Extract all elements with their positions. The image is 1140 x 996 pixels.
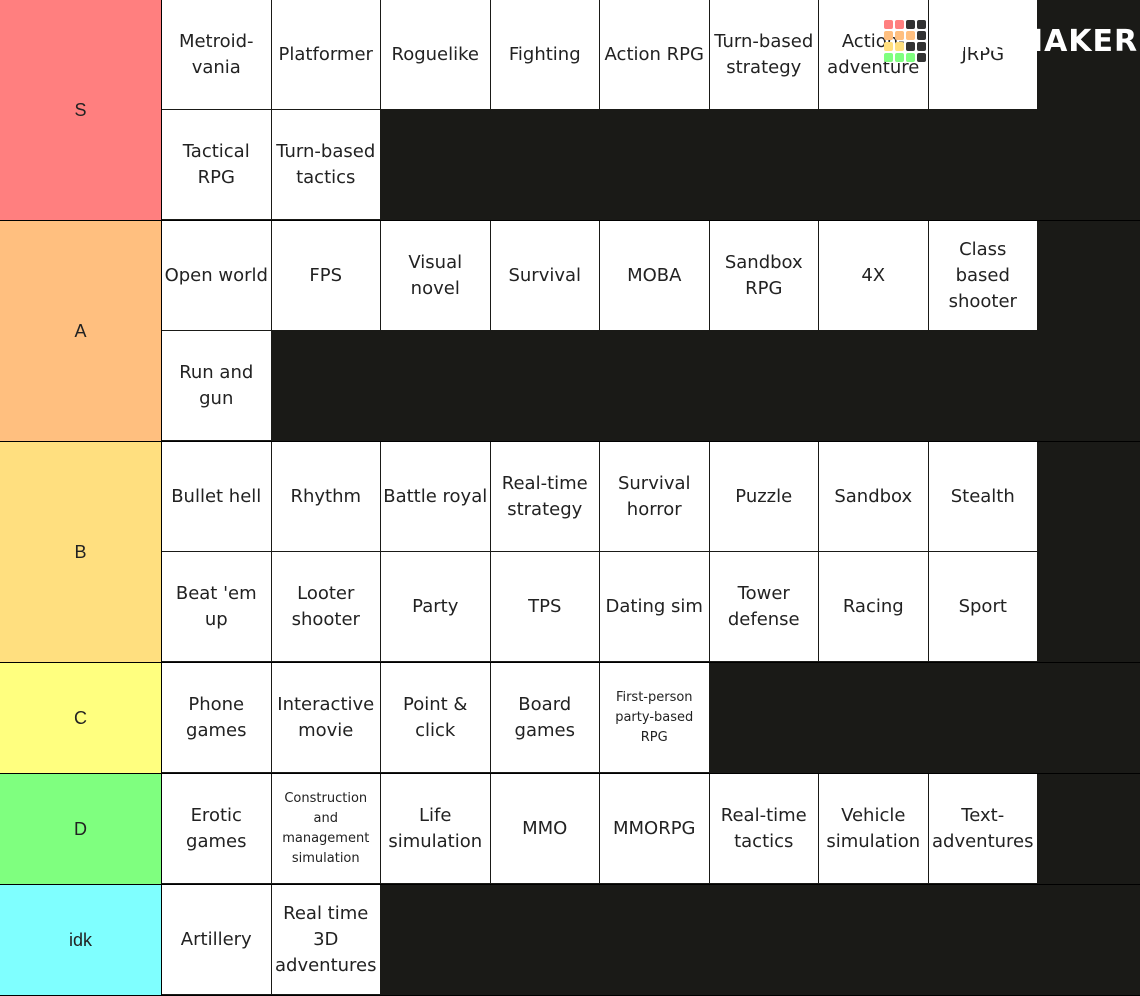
- tier-item: Dating sim: [600, 552, 709, 661]
- tier-item: Run and gun: [162, 331, 271, 440]
- tier-row: A Open world FPS Visual novel Survival MOBA Sa…: [0, 221, 1140, 442]
- tier-item: Beat 'em up: [162, 552, 271, 661]
- logo: TIERMAKER: [884, 20, 1138, 62]
- tier-item: Life simulation: [381, 774, 490, 883]
- tier-item: MMO: [490, 774, 599, 883]
- logo-text: TIERMAKER: [934, 23, 1139, 59]
- tier-item: FPS: [271, 221, 380, 330]
- tier-item: Survival horror: [600, 442, 709, 551]
- tier-item: Construction and management simulation: [271, 774, 380, 883]
- tier-label: C: [0, 663, 162, 773]
- tier-row: B Bullet hell Rhythm Battle royal Real-time …: [0, 442, 1140, 663]
- tier-item: Racing: [819, 552, 928, 661]
- tier-item: Puzzle: [709, 442, 818, 551]
- tier-item: Roguelike: [381, 0, 490, 109]
- tier-row: idk Artillery Real time 3D adventures: [0, 885, 1140, 996]
- logo-icon: [884, 20, 926, 62]
- tier-item: Bullet hell: [162, 442, 271, 551]
- tier-item: JRPG: [928, 0, 1037, 109]
- tier-item: Action RPG: [600, 0, 709, 109]
- tier-row: C Phone games Interactive movie Point & cli…: [0, 663, 1140, 774]
- tier-label: A: [0, 221, 162, 441]
- tier-item: Visual novel: [381, 221, 490, 330]
- tier-item: Tactical RPG: [162, 110, 271, 219]
- tier-item: Real-time strategy: [490, 442, 599, 551]
- tier-item: MMORPG: [600, 774, 709, 883]
- tier-item: First-person party-based RPG: [600, 663, 709, 772]
- tier-items: Artillery Real time 3D adventures: [162, 885, 1038, 995]
- tier-item: Fighting: [490, 0, 599, 109]
- tier-item: Erotic games: [162, 774, 271, 883]
- tier-item: Phone games: [162, 663, 271, 772]
- tier-item: Vehicle simulation: [819, 774, 928, 883]
- tier-item: Sandbox RPG: [709, 221, 818, 330]
- tier-label: B: [0, 442, 162, 662]
- tier-item: Tower defense: [709, 552, 818, 661]
- tier-item: Artillery: [162, 885, 271, 994]
- tier-item: Rhythm: [271, 442, 380, 551]
- tier-item: Stealth: [928, 442, 1037, 551]
- tier-item: Sandbox: [819, 442, 928, 551]
- tier-item: Turn-based tactics: [271, 110, 380, 219]
- tier-items: Open world FPS Visual novel Survival MOBA San…: [162, 221, 1038, 441]
- tier-items: Metroid-vania Platformer Roguelike Fighting…: [162, 0, 1038, 220]
- tier-items: Phone games Interactive movie Point & clic…: [162, 663, 1038, 773]
- tier-item: Looter shooter: [271, 552, 380, 661]
- tier-item: 4X: [819, 221, 928, 330]
- tier-item: Open world: [162, 221, 271, 330]
- tier-item: Turn-based strategy: [709, 0, 818, 109]
- tier-item: TPS: [490, 552, 599, 661]
- tier-items: Erotic games Construction and management …: [162, 774, 1038, 884]
- tier-row: D Erotic games Construction and management…: [0, 774, 1140, 885]
- tier-row: S Metroid-vania Platformer Roguelike Fightin…: [0, 0, 1140, 221]
- tier-item: Battle royal: [381, 442, 490, 551]
- tier-item: Class based shooter: [928, 221, 1037, 330]
- tier-item: Survival: [490, 221, 599, 330]
- tier-item: Metroid-vania: [162, 0, 271, 109]
- tier-label: D: [0, 774, 162, 884]
- tier-item: Real-time tactics: [709, 774, 818, 883]
- tier-item: Interactive movie: [271, 663, 380, 772]
- tier-item: Platformer: [271, 0, 380, 109]
- tier-items: Bullet hell Rhythm Battle royal Real-time s…: [162, 442, 1038, 662]
- tier-label: S: [0, 0, 162, 220]
- tier-item: MOBA: [600, 221, 709, 330]
- tier-item: Sport: [928, 552, 1037, 661]
- tier-item: Real time 3D adventures: [271, 885, 380, 994]
- tier-item: Board games: [490, 663, 599, 772]
- tier-label: idk: [0, 885, 162, 995]
- tier-item: Text-adventures: [928, 774, 1037, 883]
- tier-item: Party: [381, 552, 490, 661]
- tier-item: Point & click: [381, 663, 490, 772]
